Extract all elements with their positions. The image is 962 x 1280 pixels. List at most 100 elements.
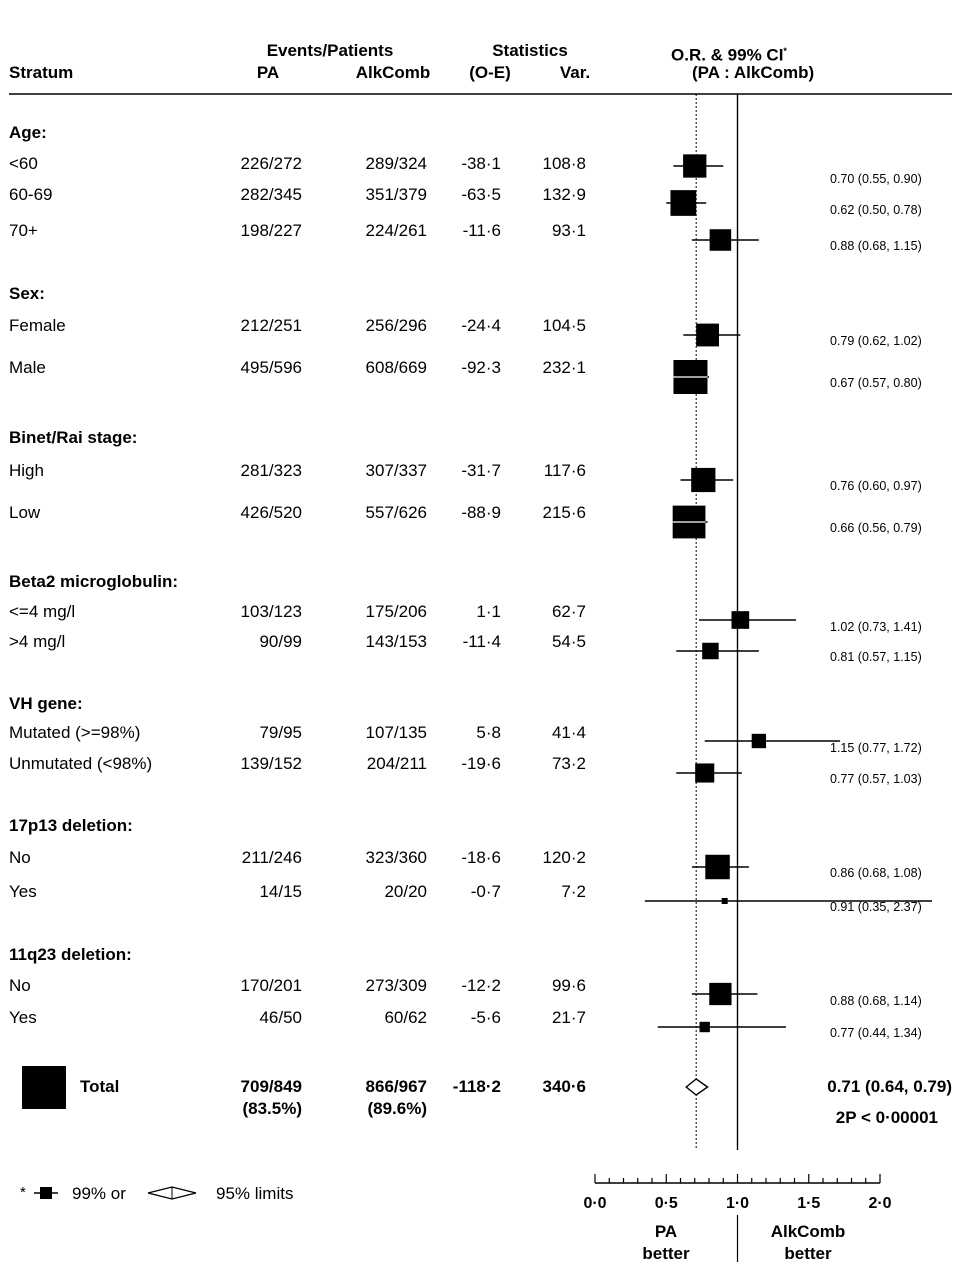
- row-var: 62·7: [551, 602, 586, 621]
- row-var: 215·6: [542, 503, 586, 522]
- total-o-e: -118·2: [452, 1077, 501, 1096]
- row-alkcomb: 224/261: [365, 221, 427, 240]
- x-tick-label: 0·0: [583, 1195, 606, 1212]
- row-pa: 281/323: [240, 461, 302, 480]
- total-pa-pct: (83.5%): [242, 1099, 302, 1118]
- header-alkcomb: AlkComb: [355, 63, 431, 82]
- row-alkcomb: 557/626: [365, 503, 427, 522]
- row-pa: 14/15: [259, 882, 302, 901]
- row-label: No: [9, 976, 31, 995]
- header-pa: PA: [256, 63, 280, 82]
- row-pa: 212/251: [240, 316, 302, 335]
- row-or-ci: 1.15 (0.77, 1.72): [830, 741, 922, 755]
- or-square: [709, 229, 732, 251]
- row-alkcomb: 60/62: [384, 1008, 427, 1027]
- row-o-e: -19·6: [461, 754, 501, 773]
- row-alkcomb: 307/337: [365, 461, 427, 480]
- row-alkcomb: 175/206: [365, 602, 427, 621]
- row-alkcomb: 273/309: [365, 976, 427, 995]
- or-square: [691, 467, 716, 493]
- total-ci: 0.71 (0.64, 0.79): [827, 1077, 952, 1096]
- row-or-ci: 0.91 (0.35, 2.37): [830, 900, 922, 914]
- or-square: [731, 611, 750, 629]
- row-or-ci: 0.79 (0.62, 1.02): [830, 334, 922, 348]
- row-pa: 282/345: [240, 185, 302, 204]
- row-pa: 211/246: [241, 848, 302, 867]
- row-var: 232·1: [542, 358, 586, 377]
- group-title: Binet/Rai stage:: [9, 428, 138, 447]
- row-pa: 103/123: [240, 602, 302, 621]
- row-label: 70+: [9, 221, 38, 240]
- row-o-e: -24·4: [461, 316, 501, 335]
- row-alkcomb: 608/669: [365, 358, 427, 377]
- row-or-ci: 0.77 (0.44, 1.34): [830, 1026, 922, 1040]
- row-alkcomb: 351/379: [365, 185, 427, 204]
- row-var: 7·2: [561, 882, 586, 901]
- header-or-title: O.R. & 99% CI*: [671, 45, 787, 65]
- row-label: No: [9, 848, 31, 867]
- alkcomb-better-label-2: better: [784, 1244, 832, 1263]
- row-label: Female: [9, 316, 66, 335]
- group-title: Age:: [9, 123, 47, 142]
- row-pa: 226/272: [240, 154, 302, 173]
- row-var: 93·1: [551, 221, 586, 240]
- or-square: [705, 854, 730, 880]
- row-alkcomb: 323/360: [365, 848, 427, 867]
- row-o-e: 5·8: [476, 723, 501, 742]
- or-square: [721, 898, 728, 904]
- row-var: 99·6: [551, 976, 586, 995]
- footnote-star: *: [20, 1184, 26, 1201]
- x-tick-label: 0·5: [655, 1195, 678, 1212]
- row-label: Mutated (>=98%): [9, 723, 141, 742]
- row-alkcomb: 256/296: [365, 316, 427, 335]
- row-o-e: -63·5: [461, 185, 501, 204]
- or-square: [709, 982, 732, 1006]
- total-pa: 709/849: [240, 1077, 302, 1096]
- row-alkcomb: 20/20: [384, 882, 427, 901]
- row-var: 108·8: [542, 154, 586, 173]
- header-or-sub: (PA : AlkComb): [692, 63, 815, 82]
- row-var: 117·6: [543, 461, 586, 480]
- row-or-ci: 0.70 (0.55, 0.90): [830, 172, 922, 186]
- row-label: Male: [9, 358, 46, 377]
- row-pa: 79/95: [259, 723, 302, 742]
- row-alkcomb: 289/324: [365, 154, 427, 173]
- row-pa: 426/520: [240, 503, 302, 522]
- or-square: [695, 763, 715, 783]
- x-tick-label: 2·0: [868, 1195, 891, 1212]
- row-pa: 198/227: [240, 221, 302, 240]
- or-square: [702, 642, 719, 660]
- or-square: [670, 190, 697, 216]
- row-or-ci: 1.02 (0.73, 1.41): [830, 620, 922, 634]
- row-or-ci: 0.67 (0.57, 0.80): [830, 376, 922, 390]
- x-tick-label: 1·0: [726, 1195, 749, 1212]
- row-o-e: -18·6: [461, 848, 501, 867]
- group-title: Beta2 microglobulin:: [9, 572, 179, 591]
- row-o-e: -38·1: [461, 154, 501, 173]
- row-label: >4 mg/l: [9, 632, 66, 651]
- row-label: <60: [9, 154, 38, 173]
- row-label: Yes: [9, 1008, 37, 1027]
- row-o-e: -31·7: [461, 461, 501, 480]
- row-alkcomb: 107/135: [365, 723, 427, 742]
- total-diamond: [685, 1078, 709, 1096]
- row-pa: 90/99: [259, 632, 302, 651]
- row-pa: 46/50: [259, 1008, 302, 1027]
- or-square: [699, 1021, 710, 1033]
- row-label: 60-69: [9, 185, 53, 204]
- row-label: Yes: [9, 882, 37, 901]
- x-tick-label: 1·5: [797, 1195, 820, 1212]
- header-stratum: Stratum: [9, 63, 74, 82]
- row-o-e: -88·9: [461, 503, 501, 522]
- row-pa: 495/596: [240, 358, 302, 377]
- row-alkcomb: 204/211: [366, 754, 427, 773]
- total-alk: 866/967: [365, 1077, 427, 1096]
- row-or-ci: 0.66 (0.56, 0.79): [830, 521, 922, 535]
- row-alkcomb: 143/153: [365, 632, 427, 651]
- header-o-e: (O-E): [469, 63, 511, 82]
- group-title: 11q23 deletion:: [9, 945, 132, 964]
- row-or-ci: 0.81 (0.57, 1.15): [830, 650, 922, 664]
- legend-99-square: [40, 1187, 52, 1199]
- footnote-99-label: 99% or: [72, 1184, 126, 1203]
